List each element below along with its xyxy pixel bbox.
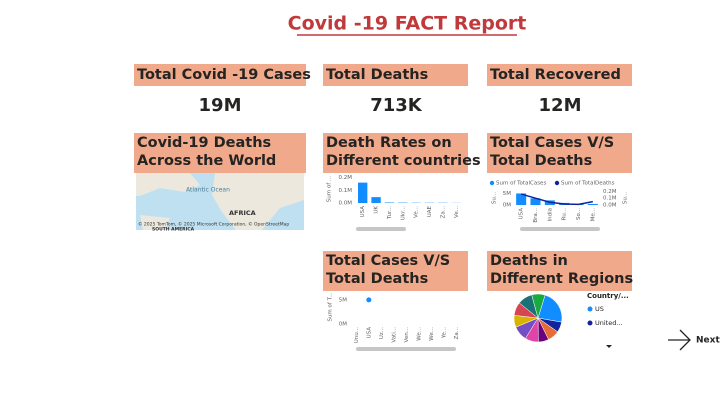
legend-label: Sum of TotalCases [496, 181, 546, 187]
x-tick-label: Tur... [387, 206, 393, 220]
map-land [212, 173, 304, 230]
map-label: Atlantic Ocean [186, 187, 230, 194]
x-tick-label: USA [360, 206, 366, 218]
y-tick-label: 0.1M [339, 188, 353, 194]
legend-scroll[interactable] [606, 345, 612, 348]
legend-title: Country/... [587, 292, 629, 300]
x-tick-label: Za... [440, 206, 446, 219]
y-tick-label: 0.2M [603, 189, 617, 195]
x-tick-label: We... [429, 327, 435, 341]
x-tick-label: Ve... [414, 206, 420, 218]
scrollbar[interactable] [356, 347, 456, 351]
x-tick-label: India [547, 208, 553, 222]
bar [530, 198, 541, 205]
y-tick-label: 5M [339, 297, 347, 303]
card-value: 19M [199, 95, 242, 116]
card-value: 713K [370, 95, 423, 116]
x-tick-label: UAE [427, 205, 433, 217]
x-tick-label: USA [519, 208, 525, 220]
legend-marker [489, 180, 495, 186]
y-tick-label: 0.1M [603, 196, 617, 202]
x-tick-label: Za... [454, 327, 460, 340]
x-tick-label: Ve... [454, 206, 460, 218]
bar [358, 182, 368, 203]
legend-marker [554, 180, 560, 186]
tile-title: Total Cases V/S Total Deaths [490, 135, 614, 169]
next-label[interactable]: Next [696, 336, 720, 346]
map-label: AFRICA [229, 209, 256, 217]
x-tick-label: So... [576, 208, 582, 220]
card-header [134, 64, 306, 86]
card-title: Total Covid -19 Cases [137, 67, 311, 83]
x-tick-label: Unu... [354, 327, 360, 343]
legend-label: United... [595, 319, 623, 327]
x-tick-label: UK [374, 206, 380, 214]
axis-label: Sum of ... [327, 176, 333, 203]
bar [371, 197, 381, 203]
tile-title: Deaths in Different Regions [490, 253, 633, 287]
card-value: 12M [539, 95, 582, 116]
axis-label: Su... [623, 192, 629, 204]
legend-marker [587, 320, 593, 326]
tile-title: Covid-19 Deaths Across the World [137, 135, 276, 169]
map-land [136, 173, 200, 196]
report-title: Covid -19 FACT Report [288, 13, 527, 35]
map-credit: © 2025 TomTom, © 2025 Microsoft Corporat… [138, 221, 289, 228]
pie-slice [531, 293, 546, 319]
tile-header [134, 133, 306, 173]
x-tick-label: We... [417, 327, 423, 341]
y-tick-label: 0M [503, 203, 511, 209]
tile-title: Death Rates on Different countries [326, 135, 481, 169]
map-label: SOUTH AMERICA [152, 227, 195, 233]
tile-header [323, 133, 468, 173]
y-tick-label: 0.0M [603, 203, 617, 209]
bar [384, 202, 395, 203]
y-tick-label: 0.2M [339, 175, 353, 181]
x-tick-label: Ru... [562, 208, 568, 221]
pie-slice [537, 294, 563, 323]
line [520, 193, 593, 206]
x-tick-label: Ukr... [400, 206, 406, 220]
scrollbar[interactable] [356, 227, 406, 231]
tile-header [487, 133, 632, 173]
x-tick-label: USA [366, 327, 372, 339]
tile-header [487, 251, 632, 291]
tile-header [323, 251, 468, 291]
x-tick-label: Bra... [533, 208, 539, 223]
x-tick-label: Ye... [442, 327, 448, 340]
legend-label: US [595, 305, 604, 313]
bar [516, 193, 527, 205]
x-tick-label: Uz... [379, 327, 385, 339]
legend-marker [587, 306, 593, 312]
x-tick-label: Ven... [404, 327, 410, 343]
map-land [140, 215, 170, 230]
card-header [323, 64, 468, 86]
next-button[interactable]: Next [668, 329, 720, 351]
point [366, 297, 372, 303]
bar [587, 203, 598, 205]
card-header [487, 64, 632, 86]
axis-label: Sum of T... [328, 292, 334, 321]
axis-label: Su... [492, 192, 498, 204]
y-tick-label: 0.0M [339, 201, 353, 207]
y-tick-label: 0M [339, 322, 347, 328]
card-title: Total Deaths [326, 67, 428, 83]
y-tick-label: 5M [503, 191, 511, 197]
x-tick-label: Me... [590, 208, 596, 222]
legend-label: Sum of TotalDeaths [561, 181, 615, 187]
tile-title: Total Cases V/S Total Deaths [326, 253, 450, 287]
scrollbar[interactable] [520, 227, 600, 231]
next-arrow[interactable] [668, 329, 691, 351]
card-title: Total Recovered [490, 67, 621, 83]
x-tick-label: Vati... [391, 327, 397, 343]
